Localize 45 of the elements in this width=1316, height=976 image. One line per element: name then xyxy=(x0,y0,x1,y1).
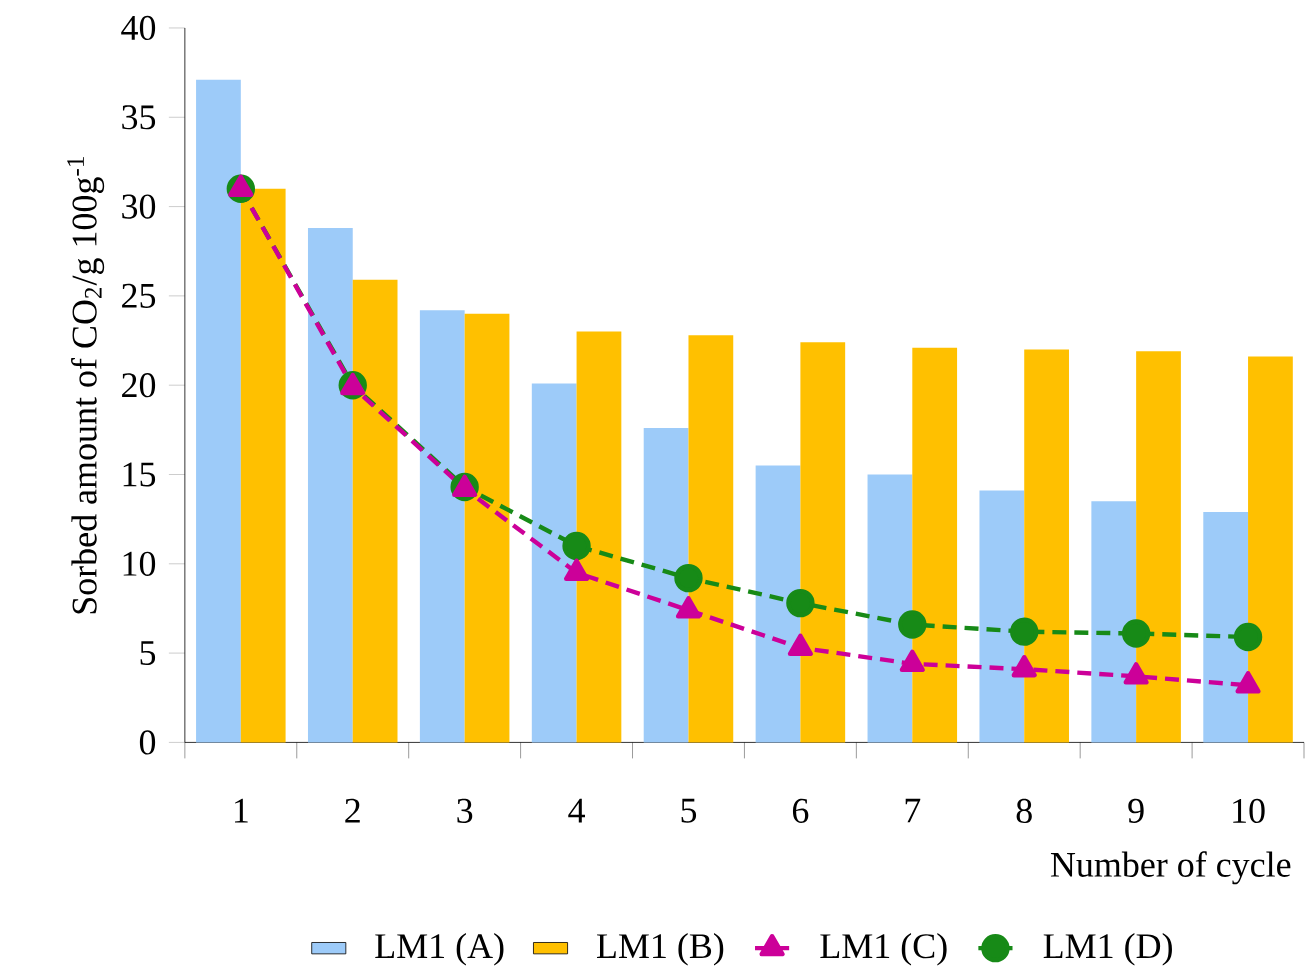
y-tick-label: 0 xyxy=(139,730,156,755)
bar xyxy=(1091,501,1137,743)
legend-label: LM1 (C) xyxy=(820,932,947,966)
bar xyxy=(979,490,1025,743)
x-tick-label: 9 xyxy=(1128,798,1144,823)
y-tick-label: 10 xyxy=(123,551,156,576)
x-tick-label: 4 xyxy=(568,798,585,823)
x-axis-title: Number of cycle xyxy=(1050,851,1291,885)
bar xyxy=(352,279,398,743)
bar xyxy=(464,313,510,743)
x-tick-label: 2 xyxy=(345,798,360,823)
bar xyxy=(531,383,577,743)
x-tick-label: 6 xyxy=(792,798,809,823)
x-tick-label: 8 xyxy=(1016,798,1032,823)
legend-label: LM1 (D) xyxy=(1043,932,1172,966)
bar xyxy=(196,79,241,743)
bar xyxy=(1136,351,1181,743)
bar xyxy=(867,474,913,743)
y-axis-title: Sorbed amount of CO$_{2}$/g 100g$^{-1}$ xyxy=(67,157,105,614)
x-tick-label: 3 xyxy=(457,798,473,823)
y-tick-label: 20 xyxy=(122,372,156,398)
bar xyxy=(1248,356,1293,743)
bar xyxy=(1024,349,1069,743)
y-tick-label: 30 xyxy=(122,194,156,219)
bar xyxy=(912,347,958,743)
x-tick-label: 10 xyxy=(1233,798,1265,823)
bar xyxy=(755,465,801,743)
y-tick-label: 40 xyxy=(121,15,156,40)
y-tick-label: 25 xyxy=(122,283,156,308)
legend-label: LM1 (A) xyxy=(375,932,504,966)
legend-label: LM1 (B) xyxy=(596,932,724,966)
x-tick-label: 1 xyxy=(235,798,248,823)
y-tick-label: 35 xyxy=(122,105,156,130)
bar xyxy=(1203,511,1249,743)
bar xyxy=(800,342,846,743)
bar xyxy=(576,331,622,743)
y-tick-label: 15 xyxy=(123,462,156,487)
bar xyxy=(643,427,689,743)
x-tick-label: 5 xyxy=(681,798,697,823)
bar xyxy=(307,227,353,743)
bar xyxy=(240,188,286,743)
x-tick-label: 7 xyxy=(905,798,921,823)
y-tick-label: 5 xyxy=(140,641,156,665)
bar xyxy=(688,335,734,743)
bar xyxy=(419,310,465,743)
